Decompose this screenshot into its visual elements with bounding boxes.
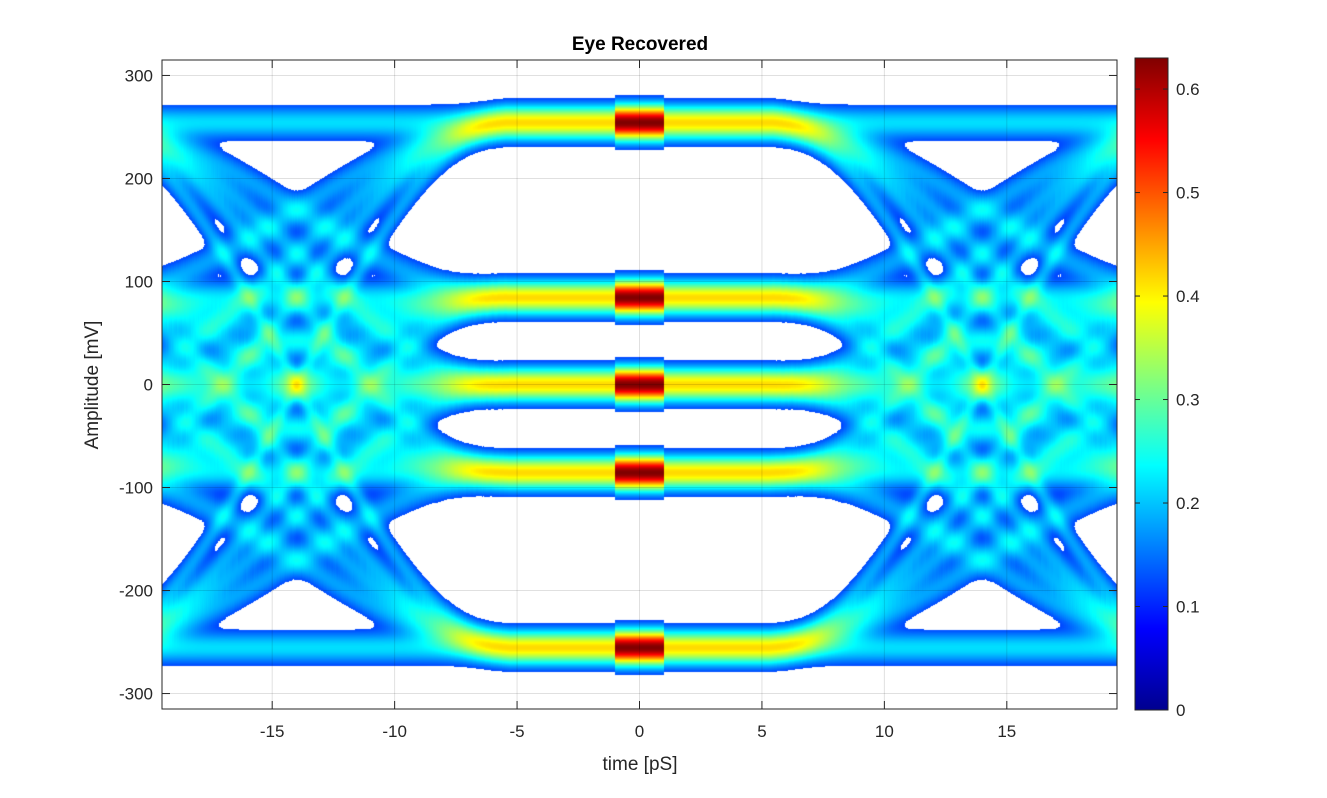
colorbar-tick-label: 0.3 xyxy=(1176,391,1200,410)
y-tick-label: 300 xyxy=(125,66,153,85)
colorbar-tick-label: 0.5 xyxy=(1176,184,1200,203)
chart-title: Eye Recovered xyxy=(572,34,708,55)
x-tick-label: 10 xyxy=(875,722,894,741)
heatmap-container xyxy=(162,60,1117,709)
x-tick-label: 5 xyxy=(757,722,766,741)
x-tick-label: -5 xyxy=(510,722,525,741)
y-tick-label: 200 xyxy=(125,169,153,188)
x-tick-labels: -15 -10 -5 0 5 10 15 xyxy=(260,722,1016,741)
colorbar-tick-label: 0.6 xyxy=(1176,80,1200,99)
colorbar-ticks xyxy=(1135,88,1168,711)
eye-density-heatmap xyxy=(162,60,1117,709)
y-tick-label: -300 xyxy=(119,685,153,704)
colorbar xyxy=(1134,57,1169,711)
axis-ticks xyxy=(162,60,1117,709)
colorbar-tick-label: 0.1 xyxy=(1176,598,1200,617)
y-tick-label: 0 xyxy=(144,376,153,395)
y-tick-labels: -300 -200 -100 0 100 200 300 xyxy=(119,66,153,703)
x-tick-label: 15 xyxy=(997,722,1016,741)
colorbar-tick-label: 0.2 xyxy=(1176,494,1200,513)
y-tick-label: -200 xyxy=(119,582,153,601)
x-axis-label: time [pS] xyxy=(603,754,678,775)
colorbar-tick-labels: 0 0.1 0.2 0.3 0.4 0.5 0.6 xyxy=(1176,80,1200,720)
x-tick-label: -10 xyxy=(382,722,407,741)
y-axis-label: Amplitude [mV] xyxy=(82,321,103,450)
colorbar-tick-label: 0.4 xyxy=(1176,287,1200,306)
x-tick-label: -15 xyxy=(260,722,285,741)
grid-lines xyxy=(162,60,1117,709)
y-tick-label: 100 xyxy=(125,272,153,291)
y-tick-label: -100 xyxy=(119,479,153,498)
x-tick-label: 0 xyxy=(635,722,644,741)
colorbar-tick-label: 0 xyxy=(1176,701,1185,720)
